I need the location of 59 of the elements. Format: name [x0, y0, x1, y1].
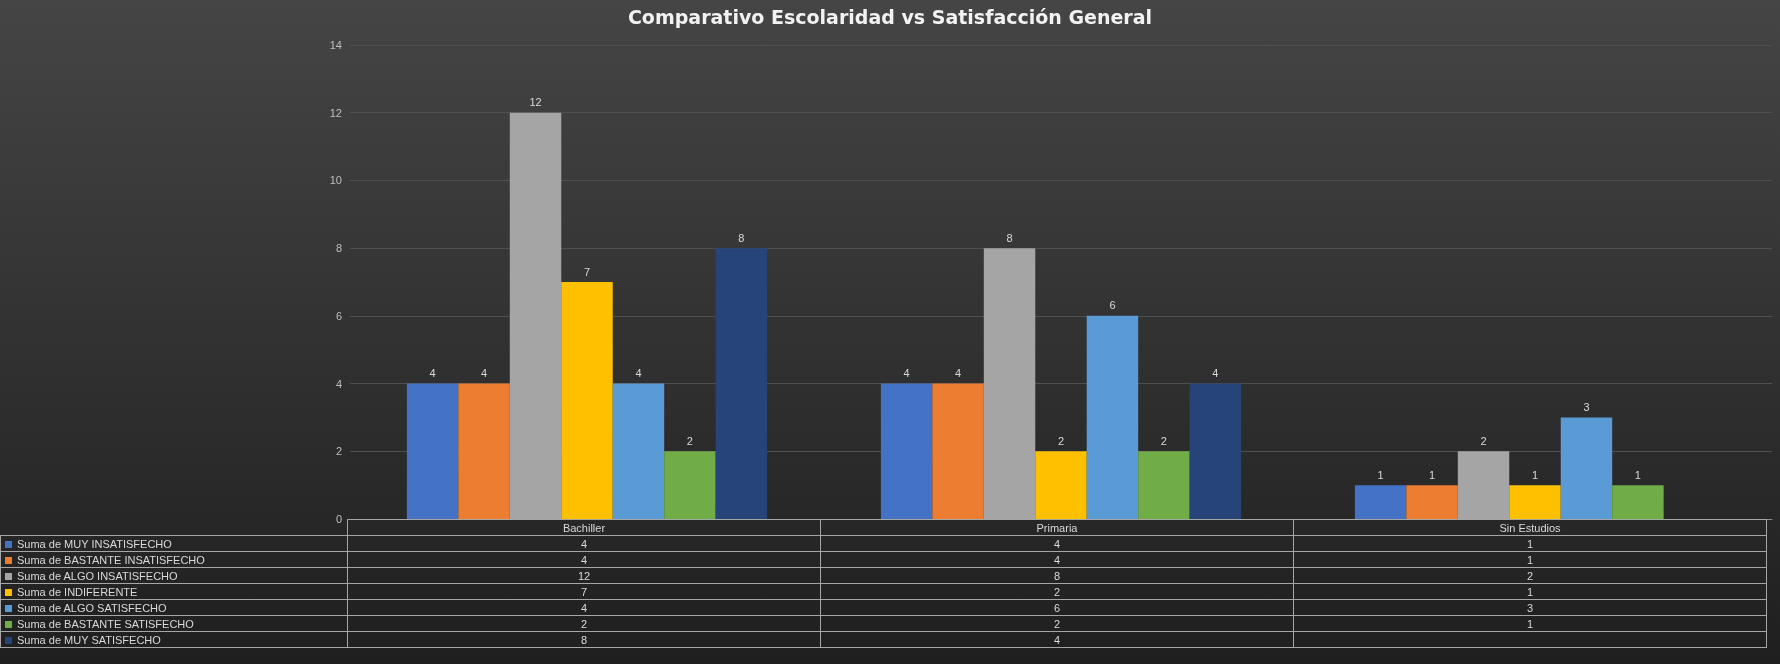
annotation: 2 [1057, 434, 1065, 447]
legend-label: Suma de INDIFERENTE [0, 583, 348, 600]
annotation: 1 [1634, 468, 1641, 481]
legend-label: Suma de ALGO SATISFECHO [0, 599, 348, 616]
annotation: 2 [1480, 434, 1487, 447]
annotation: 8 [738, 231, 745, 244]
data-label: 4 [347, 535, 821, 552]
y-tick-label: 4 [335, 377, 342, 390]
data-label: 1 [1293, 551, 1767, 568]
data-label: 4 [820, 535, 1294, 552]
annotation: 7 [583, 265, 591, 278]
annotation: 4 [955, 367, 962, 380]
y-tick-label: 14 [329, 39, 342, 51]
data-label: 4 [820, 551, 1294, 568]
legend-label: Suma de MUY INSATISFECHO [0, 535, 348, 552]
data-label: 2 [347, 615, 821, 632]
data-label: 3 [1293, 599, 1767, 616]
data-label: 4 [820, 631, 1294, 648]
legend-label: Suma de MUY SATISFECHO [0, 631, 348, 648]
x-tick-label: Primaria [820, 519, 1294, 536]
annotation: 4 [1212, 367, 1219, 380]
legend-label: Suma de ALGO INSATISFECHO [0, 567, 348, 584]
legend-label: Suma de BASTANTE SATISFECHO [0, 615, 348, 632]
y-tick-label: 2 [335, 445, 342, 458]
annotation: 4 [429, 367, 436, 380]
annotation: 1 [1429, 468, 1436, 481]
annotation: 4 [635, 367, 642, 380]
annotation: 4 [481, 367, 488, 380]
data-label: 8 [347, 631, 821, 648]
y-tick-label: 10 [329, 174, 342, 187]
chart-title: Comparativo Escolaridad vs Satisfacción General [627, 5, 1153, 28]
x-tick-label: Bachiller [347, 519, 821, 536]
data-label: 7 [347, 583, 821, 600]
x-tick-label: Sin Estudios [1293, 519, 1767, 536]
data-label: 1 [1293, 535, 1767, 552]
y-tick-label: 8 [335, 242, 342, 255]
data-label: 2 [820, 583, 1294, 600]
y-tick-label: 6 [335, 309, 342, 322]
data-label: 1 [1293, 583, 1767, 600]
annotation: 2 [1160, 434, 1167, 447]
data-label: 1 [1293, 615, 1767, 632]
annotation: 1 [1531, 468, 1539, 481]
data-label: 12 [347, 567, 821, 584]
annotation: 8 [1006, 231, 1013, 244]
annotation: 4 [903, 367, 910, 380]
y-tick-label: 12 [329, 106, 342, 119]
data-label: 2 [820, 615, 1294, 632]
data-label: 6 [820, 599, 1294, 616]
y-tick-label: 0 [335, 513, 342, 525]
data-label: 2 [1293, 567, 1767, 584]
annotation: 6 [1109, 299, 1116, 312]
annotation: 3 [1583, 400, 1590, 413]
data-label: 8 [820, 567, 1294, 584]
annotation: 2 [686, 434, 693, 447]
annotation: 12 [529, 96, 542, 109]
legend-label: Suma de BASTANTE INSATISFECHO [0, 551, 348, 568]
data-label: 4 [347, 551, 821, 568]
data-label: 4 [347, 599, 821, 616]
annotation: 1 [1377, 468, 1384, 481]
